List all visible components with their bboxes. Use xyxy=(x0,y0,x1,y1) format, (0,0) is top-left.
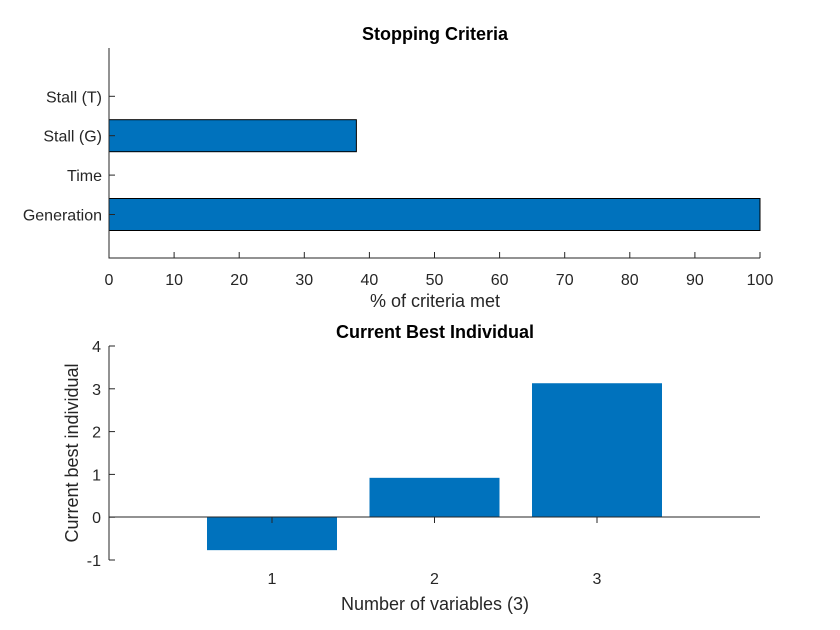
chart2-ylabel: Current best individual xyxy=(62,363,82,542)
bar-variable-3 xyxy=(532,383,662,518)
bar-generation xyxy=(108,198,761,231)
current-best-individual-chart: Current Best Individual -1 0 1 2 3 4 1 2 3 Numb… xyxy=(62,322,760,614)
chart1-title: Stopping Criteria xyxy=(362,24,509,44)
y-tick-label: 1 xyxy=(92,467,101,484)
x-tick-label: 1 xyxy=(268,571,277,588)
y-tick-label: 4 xyxy=(92,339,101,356)
bar-variable-2 xyxy=(369,477,500,518)
x-tick-label: 80 xyxy=(621,272,639,289)
chart2-title: Current Best Individual xyxy=(336,322,534,342)
x-tick-label: 90 xyxy=(686,272,704,289)
x-tick-label: 0 xyxy=(105,272,114,289)
bar-stall-g xyxy=(108,119,357,153)
chart2-xlabel: Number of variables (3) xyxy=(341,594,529,614)
y-tick-label: 3 xyxy=(92,382,101,399)
x-tick-label: 3 xyxy=(593,571,602,588)
x-tick-label: 20 xyxy=(230,272,248,289)
y-tick-label: 0 xyxy=(92,510,101,527)
x-tick-label: 60 xyxy=(491,272,509,289)
x-tick-label: 30 xyxy=(295,272,313,289)
x-tick-label: 50 xyxy=(426,272,444,289)
x-tick-label: 2 xyxy=(430,571,439,588)
x-tick-label: 100 xyxy=(747,272,774,289)
x-tick-label: 10 xyxy=(165,272,183,289)
category-label: Time xyxy=(67,168,102,185)
category-label: Generation xyxy=(23,208,102,225)
x-tick-label: 40 xyxy=(361,272,379,289)
category-label: Stall (T) xyxy=(46,89,102,106)
y-tick-label: -1 xyxy=(87,553,101,570)
y-tick-label: 2 xyxy=(92,425,101,442)
x-tick-label: 70 xyxy=(556,272,574,289)
category-label: Stall (G) xyxy=(43,129,102,146)
chart1-xlabel: % of criteria met xyxy=(370,291,500,311)
stopping-criteria-chart: Stopping Criteria 0 10 20 30 40 50 60 70 80 90 100… xyxy=(23,24,774,311)
